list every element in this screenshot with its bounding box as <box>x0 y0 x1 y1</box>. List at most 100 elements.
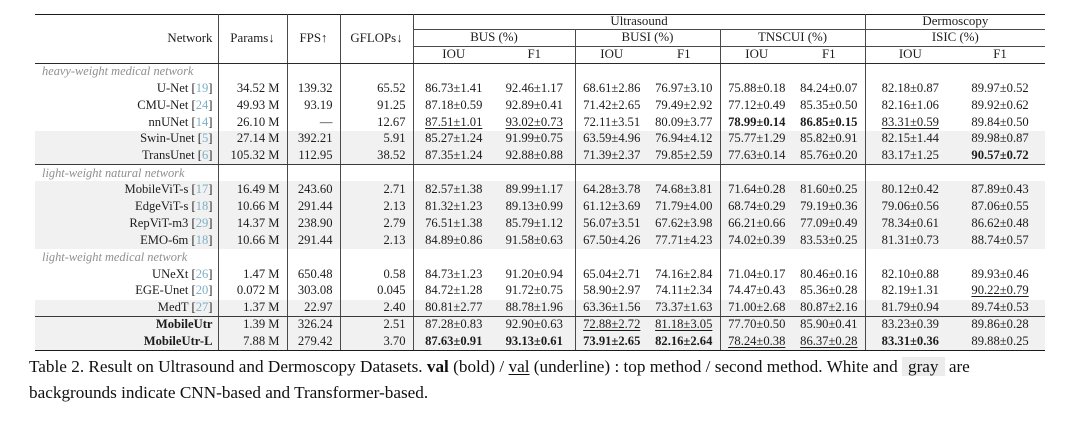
citation-link[interactable]: 5 <box>202 131 209 146</box>
cell-isic-f1: 89.98±0.87 <box>955 131 1045 148</box>
citation-link[interactable]: 6 <box>202 148 209 163</box>
metric-value: 85.27±1.24 <box>425 131 483 146</box>
network-name: EdgeViT-s <box>135 199 189 213</box>
metric-value: 83.31±0.36 <box>881 333 939 348</box>
cell-busi-f1: 82.16±2.64 <box>648 333 721 351</box>
network-name-cell: MobileUtr-L <box>35 333 219 351</box>
subcol-header-bus-f1: F1 <box>494 46 576 64</box>
subcol-header-tnscui-f1: F1 <box>793 46 866 64</box>
cell-tnscui-f1: 84.24±0.07 <box>793 79 866 97</box>
empty-cell <box>793 63 866 80</box>
empty-cell <box>218 248 288 266</box>
empty-cell <box>494 63 576 80</box>
table-row: MedT [27] 1.37 M 22.97 2.40 80.81±2.77 88.78±… <box>35 299 1046 317</box>
metric-value: 84.24±0.07 <box>800 80 858 95</box>
metric-value: 79.49±2.92 <box>655 97 713 112</box>
cell-isic-iou: 82.10±0.88 <box>865 266 955 283</box>
cell-bus-f1: 85.79±1.12 <box>494 215 576 232</box>
cell-isic-f1: 90.57±0.72 <box>955 147 1046 165</box>
cell-busi-iou: 56.07±3.51 <box>575 215 648 232</box>
fps-cell: 112.95 <box>287 147 341 165</box>
caption-text: are backgrounds indicate CNN-based and T… <box>29 357 970 402</box>
cell-bus-f1: 88.78±1.96 <box>494 299 576 317</box>
cell-tnscui-f1: 81.60±0.25 <box>793 181 866 199</box>
section-row: heavy-weight medical network <box>35 63 1045 80</box>
cell-isic-f1: 88.74±0.57 <box>955 232 1045 249</box>
cell-isic-f1: 87.06±0.55 <box>955 198 1045 215</box>
fps-cell: 326.24 <box>287 316 341 334</box>
network-name-cell: EdgeViT-s [18] <box>35 198 219 216</box>
col-header-params: Params↓ <box>218 14 288 64</box>
cell-bus-iou: 87.28±0.83 <box>413 316 494 333</box>
cell-bus-f1: 93.13±0.61 <box>494 333 576 351</box>
table-row: MobileUtr-L 7.88 M 279.42 3.70 87.63±0.91 93.… <box>35 333 1046 351</box>
caption-bold-example: val <box>426 357 449 376</box>
metric-value: 79.85±2.59 <box>655 148 713 163</box>
metric-value: 87.63±0.91 <box>425 333 483 348</box>
network-name-cell: CMU-Net [24] <box>35 96 219 114</box>
citation-link[interactable]: 19 <box>195 80 209 95</box>
network-name: MobileUtr-L <box>143 333 213 348</box>
metric-value: 92.88±0.88 <box>505 148 563 163</box>
cell-tnscui-iou: 71.00±2.68 <box>720 299 793 317</box>
cell-busi-iou: 72.88±2.72 <box>575 316 648 333</box>
group-header-ultrasound: Ultrasound <box>413 14 866 30</box>
empty-cell <box>648 248 721 266</box>
table-caption: Table 2. Result on Ultrasound and Dermos… <box>29 354 1055 406</box>
metric-value: 89.98±0.87 <box>971 131 1029 146</box>
metric-value: 67.62±3.98 <box>655 215 713 230</box>
subcol-header-busi-iou: IOU <box>575 46 648 64</box>
metric-value: 79.19±0.36 <box>800 199 858 213</box>
cell-tnscui-iou: 77.70±0.50 <box>720 316 793 333</box>
citation-link[interactable]: 18 <box>195 199 209 213</box>
params-cell: 105.32 M <box>218 147 288 165</box>
metric-value: 77.09±0.49 <box>800 215 858 230</box>
metric-value: 86.73±1.41 <box>425 80 483 95</box>
citation-link[interactable]: 20 <box>195 283 209 298</box>
network-name-cell: EMO-6m [18] <box>35 231 219 249</box>
metric-value: 61.12±3.69 <box>583 199 641 213</box>
cell-tnscui-f1: 83.53±0.25 <box>793 231 866 249</box>
empty-cell <box>494 164 576 182</box>
citation-link[interactable]: 29 <box>195 215 209 230</box>
metric-value: 78.99±0.14 <box>728 114 786 129</box>
cell-tnscui-f1: 79.19±0.36 <box>793 198 866 216</box>
metric-value: 82.16±2.64 <box>655 333 713 348</box>
cell-isic-iou: 83.23±0.39 <box>865 316 955 333</box>
table-row: EGE-Unet [20] 0.072 M 303.08 0.045 84.72±1.2… <box>35 282 1045 300</box>
params-cell: 10.66 M <box>218 198 288 216</box>
citation-link[interactable]: 27 <box>195 300 209 315</box>
metric-value: 90.57±0.72 <box>971 148 1029 163</box>
metric-value: 89.74±0.53 <box>971 300 1029 315</box>
params-cell: 1.47 M <box>218 265 288 283</box>
cell-busi-f1: 79.85±2.59 <box>648 147 721 165</box>
citation-link[interactable]: 14 <box>195 114 209 129</box>
network-name: MobileViT-s <box>124 182 189 197</box>
metric-value: 82.15±1.44 <box>881 131 939 146</box>
cell-isic-f1: 89.86±0.28 <box>955 316 1045 333</box>
citation-link[interactable]: 24 <box>195 97 209 112</box>
metric-value: 81.18±3.05 <box>655 317 713 332</box>
metric-value: 80.87±2.16 <box>800 300 858 315</box>
empty-cell <box>413 164 494 181</box>
table-row: Swin-Unet [5] 27.14 M 392.21 5.91 85.27±1.24… <box>35 130 1046 148</box>
citation-link[interactable]: 26 <box>195 266 209 281</box>
section-row: light-weight natural network <box>35 164 1045 182</box>
empty-cell <box>413 249 494 266</box>
cell-tnscui-f1: 85.76±0.20 <box>793 147 866 165</box>
citation-link[interactable]: 18 <box>195 232 209 247</box>
cell-busi-f1: 74.16±2.84 <box>648 265 721 283</box>
network-name: Swin-Unet <box>140 131 195 146</box>
cell-isic-iou: 82.19±1.31 <box>865 283 955 300</box>
metric-value: 80.09±3.77 <box>655 114 713 129</box>
cell-busi-iou: 71.42±2.65 <box>575 97 648 114</box>
metric-value: 71.79±4.00 <box>655 199 713 213</box>
cell-busi-f1: 79.49±2.92 <box>648 96 721 114</box>
metric-value: 73.91±2.65 <box>583 333 641 348</box>
cell-tnscui-iou: 77.12±0.49 <box>720 97 793 114</box>
empty-cell <box>340 248 414 266</box>
cell-tnscui-f1: 80.46±0.16 <box>793 265 866 283</box>
cell-isic-f1: 86.62±0.48 <box>955 215 1045 232</box>
citation-link[interactable]: 17 <box>195 182 209 197</box>
cell-tnscui-f1: 85.82±0.91 <box>793 130 866 148</box>
